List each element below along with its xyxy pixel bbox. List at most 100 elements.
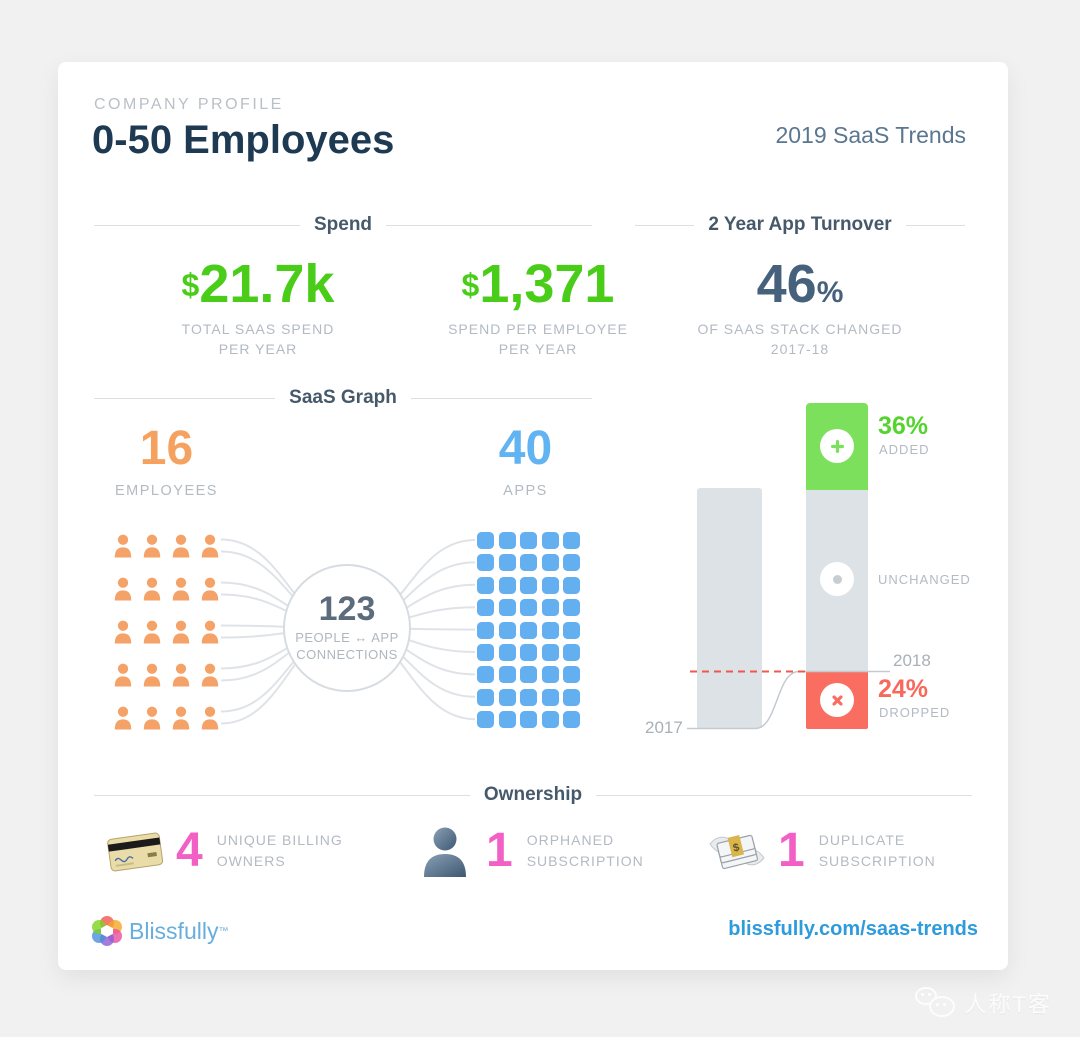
ownership-billing-owners: 4 UNIQUE BILLING OWNERS — [104, 824, 343, 878]
wechat-icon — [914, 987, 957, 1019]
app-icon — [498, 576, 516, 594]
app-icon — [541, 621, 559, 639]
person-icon — [141, 533, 163, 559]
person-icon — [112, 705, 134, 731]
people-grid — [112, 533, 221, 731]
app-icon — [498, 711, 516, 729]
section-heading-ownership: Ownership — [94, 784, 972, 806]
svg-text:$: $ — [732, 842, 741, 855]
app-icon — [498, 643, 516, 661]
section-heading-turnover: 2 Year App Turnover — [635, 214, 966, 236]
app-icon — [477, 554, 494, 572]
app-icon — [498, 554, 516, 572]
app-icon — [498, 532, 516, 549]
app-icon — [541, 688, 559, 706]
person-icon — [170, 662, 192, 688]
app-icon — [520, 532, 537, 549]
person-icon — [199, 705, 221, 731]
app-icon — [477, 711, 494, 729]
person-icon — [170, 533, 192, 559]
app-icon — [541, 599, 559, 617]
app-icon — [520, 711, 537, 729]
app-icon — [477, 688, 494, 706]
money-with-wings-icon: $ — [706, 824, 768, 878]
stat-employees: 16 EMPLOYEES — [115, 422, 218, 500]
app-icon — [563, 688, 580, 706]
connections-count: 123 — [318, 589, 376, 628]
ownership-orphaned-subscription: 1 ORPHANED SUBSCRIPTION — [414, 824, 644, 878]
added-percent: 36% — [878, 412, 929, 440]
app-icon — [541, 643, 559, 661]
person-icon — [199, 662, 221, 688]
app-icon — [541, 554, 559, 572]
stat-spend-per-employee: $1,371 SPEND PER EMPLOYEE PER YEAR — [448, 254, 628, 358]
person-icon — [141, 576, 163, 602]
ownership-duplicate-subscription: $ 1 DUPLICATE SUBSCRIPTION — [706, 824, 936, 878]
person-icon — [141, 662, 163, 688]
divider-line — [94, 397, 276, 399]
app-icon — [498, 599, 516, 617]
app-icon — [563, 576, 580, 594]
app-icon — [520, 599, 537, 617]
divider-line — [410, 397, 592, 399]
saas-trends-link[interactable]: blissfully.com/saas-trends — [728, 918, 978, 940]
person-icon — [199, 576, 221, 602]
person-icon — [170, 576, 192, 602]
app-icon — [520, 688, 537, 706]
app-icon — [541, 711, 559, 729]
divider-line — [94, 224, 300, 226]
divider-line — [905, 224, 966, 226]
app-icon — [563, 621, 580, 639]
divider-line — [635, 224, 695, 226]
divider-line — [386, 224, 592, 226]
person-silhouette-icon — [414, 824, 476, 878]
added-plus-icon — [820, 429, 854, 463]
app-icon — [563, 643, 580, 661]
app-icon — [520, 554, 537, 572]
divider-line — [94, 794, 470, 796]
app-icon — [477, 532, 494, 549]
year-2017-label: 2017 — [645, 718, 683, 737]
app-icon — [520, 643, 537, 661]
app-icon — [563, 711, 580, 729]
person-icon — [170, 705, 192, 731]
app-icon — [498, 666, 516, 684]
person-icon — [112, 619, 134, 645]
app-icon — [520, 576, 537, 594]
app-icon — [563, 554, 580, 572]
app-icon — [541, 532, 559, 549]
app-icon — [498, 688, 516, 706]
apps-grid — [477, 532, 580, 729]
divider-line — [596, 794, 972, 796]
person-icon — [141, 705, 163, 731]
dropped-label: DROPPED — [879, 705, 951, 720]
stat-total-saas-spend: $21.7k TOTAL SAAS SPEND PER YEAR — [181, 254, 335, 358]
app-icon — [477, 599, 494, 617]
app-icon — [541, 666, 559, 684]
app-icon — [520, 621, 537, 639]
bar-2017 — [697, 488, 762, 728]
unchanged-label: UNCHANGED — [878, 572, 971, 587]
app-icon — [477, 666, 494, 684]
person-icon — [112, 576, 134, 602]
app-icon — [477, 643, 494, 661]
app-icon — [520, 666, 537, 684]
blissfully-flower-icon — [92, 916, 122, 946]
added-label: ADDED — [879, 442, 930, 457]
app-icon — [563, 599, 580, 617]
person-icon — [199, 533, 221, 559]
stat-turnover-percent: 46% OF SAAS STACK CHANGED 2017-18 — [697, 254, 903, 358]
app-icon — [541, 576, 559, 594]
section-heading-saas-graph: SaaS Graph — [94, 387, 592, 409]
year-2018-label: 2018 — [893, 651, 931, 670]
app-icon — [477, 576, 494, 594]
unchanged-dot-icon — [820, 562, 854, 596]
infographic-card: COMPANY PROFILE 0-50 Employees 2019 SaaS… — [58, 62, 1008, 970]
person-icon — [141, 619, 163, 645]
app-icon — [563, 666, 580, 684]
blissfully-logo[interactable]: Blissfully ™ — [92, 916, 228, 946]
section-heading-spend: Spend — [94, 214, 592, 236]
page-title: 0-50 Employees — [92, 118, 395, 162]
stat-apps: 40 APPS — [498, 422, 553, 500]
app-icon — [477, 621, 494, 639]
